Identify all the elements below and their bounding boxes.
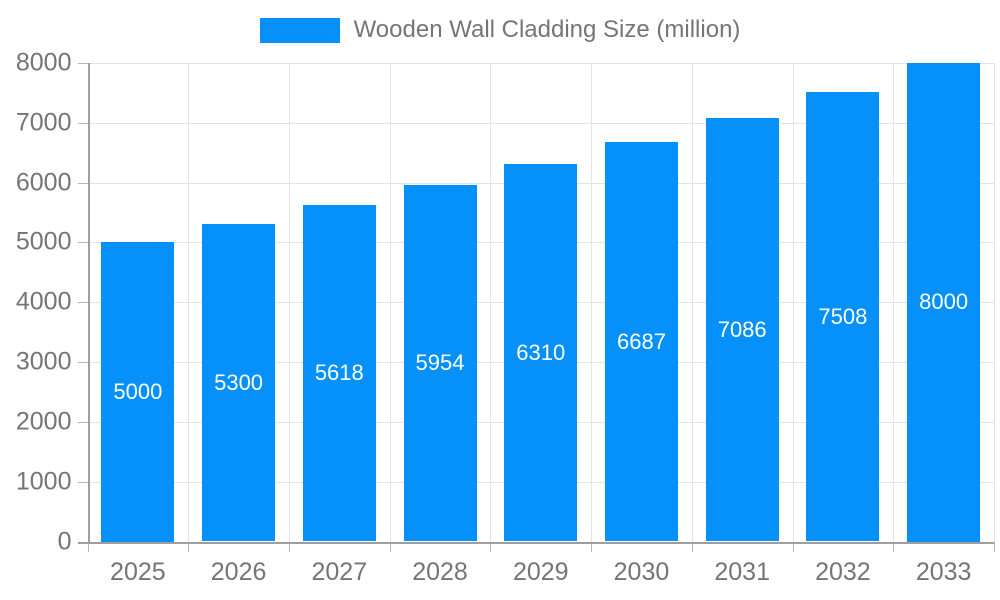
bar[interactable]: 8000 <box>907 63 981 542</box>
bar[interactable]: 6687 <box>604 141 678 542</box>
bar-value-label: 7508 <box>818 303 868 329</box>
bar[interactable]: 5000 <box>101 242 175 542</box>
gridline-vertical <box>188 63 190 542</box>
gridline-horizontal <box>87 122 994 124</box>
y-axis-label: 7000 <box>15 108 72 137</box>
x-axis-label: 2028 <box>412 557 468 586</box>
gridline-vertical <box>893 63 895 542</box>
y-axis-label: 8000 <box>15 48 72 77</box>
x-axis-label: 2025 <box>110 557 166 586</box>
bar[interactable]: 6310 <box>504 164 578 542</box>
y-axis-tick <box>77 421 88 423</box>
bar[interactable]: 5300 <box>202 224 276 542</box>
legend-item[interactable]: Wooden Wall Cladding Size (million) <box>259 16 741 44</box>
x-axis-tick <box>994 541 995 552</box>
bar[interactable]: 7086 <box>705 117 779 542</box>
bar-value-label: 5000 <box>113 378 163 404</box>
bar-value-label: 6687 <box>616 328 666 354</box>
gridline-vertical <box>994 63 995 542</box>
y-axis-label: 0 <box>57 527 72 555</box>
x-axis-tick <box>288 541 290 552</box>
x-axis-label: 2031 <box>714 557 770 586</box>
gridline-vertical <box>792 63 794 542</box>
y-axis-label: 3000 <box>15 347 72 376</box>
y-axis-label: 1000 <box>15 467 72 496</box>
gridline-vertical <box>389 63 391 542</box>
x-axis-line <box>77 541 994 544</box>
y-axis-label: 2000 <box>15 407 72 436</box>
y-axis-tick <box>77 481 88 483</box>
x-axis-tick <box>490 541 492 552</box>
bar-value-label: 8000 <box>919 289 969 315</box>
bar-value-label: 5954 <box>415 350 465 376</box>
x-axis-label: 2030 <box>613 557 670 586</box>
gridline-vertical <box>691 63 693 542</box>
y-axis-label: 6000 <box>15 168 72 197</box>
x-axis-tick <box>389 541 391 552</box>
x-axis-tick <box>691 541 693 552</box>
legend: Wooden Wall Cladding Size (million) <box>0 16 1000 44</box>
bar[interactable]: 5618 <box>302 205 376 542</box>
gridline-horizontal <box>87 63 994 64</box>
x-axis-tick <box>188 541 190 552</box>
x-axis-tick <box>893 541 895 552</box>
bar-value-label: 5618 <box>314 360 364 386</box>
legend-label: Wooden Wall Cladding Size (million) <box>353 16 741 43</box>
y-axis-tick <box>77 182 88 184</box>
y-axis-tick <box>77 302 88 304</box>
bar[interactable]: 5954 <box>403 185 477 542</box>
y-axis-tick <box>77 63 88 64</box>
gridline-vertical <box>288 63 290 542</box>
y-axis-tick <box>77 122 88 124</box>
bar[interactable]: 7508 <box>806 92 880 542</box>
y-axis-line <box>87 63 90 542</box>
legend-swatch <box>259 17 340 43</box>
x-axis-label: 2029 <box>512 557 569 586</box>
y-axis-tick <box>77 242 88 244</box>
bar-value-label: 5300 <box>214 369 264 395</box>
bar-value-label: 7086 <box>717 316 767 342</box>
x-axis-label: 2033 <box>915 557 972 586</box>
x-axis-tick <box>87 541 89 552</box>
x-axis-label: 2032 <box>815 557 871 586</box>
x-axis-tick <box>591 541 593 552</box>
gridline-vertical <box>490 63 492 542</box>
x-axis-label: 2026 <box>210 557 267 586</box>
bar-value-label: 6310 <box>516 339 566 365</box>
y-axis-label: 4000 <box>15 287 72 316</box>
x-axis-label: 2027 <box>311 557 368 586</box>
gridline-vertical <box>591 63 593 542</box>
y-axis-label: 5000 <box>15 227 72 256</box>
y-axis-tick <box>77 362 88 364</box>
x-axis-tick <box>792 541 794 552</box>
